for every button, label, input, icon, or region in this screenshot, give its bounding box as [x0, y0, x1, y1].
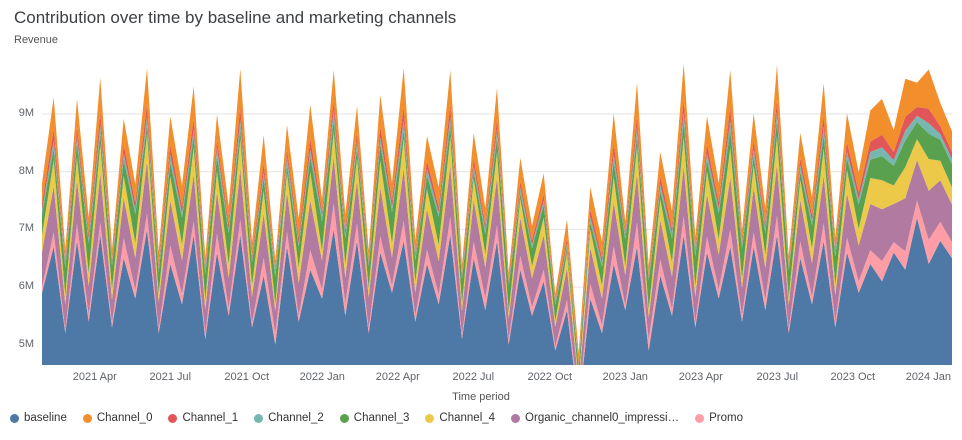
legend-item-Channel_3[interactable]: Channel_3	[339, 412, 410, 424]
x-tick-label: 2023 Apr	[678, 371, 723, 383]
x-axis-title: Time period	[452, 391, 510, 403]
x-tick-label: 2021 Jul	[149, 371, 192, 383]
y-axis-title: Revenue	[14, 34, 59, 46]
legend-item-Channel_4[interactable]: Channel_4	[425, 412, 495, 424]
x-tick-label: 2023 Oct	[830, 371, 876, 383]
y-tick-label-6M: 6M	[18, 280, 34, 293]
x-tick-label: 2023 Jul	[756, 371, 799, 383]
legend-dot-icon	[254, 413, 264, 423]
stacked-area-chart[interactable]	[42, 62, 952, 365]
legend-dot-icon	[339, 413, 349, 423]
legend-dot-icon	[10, 413, 19, 423]
area-Promo	[42, 200, 952, 365]
plot-area	[42, 62, 952, 365]
page-title: Contribution over time by baseline and m…	[14, 8, 457, 27]
area-baseline	[42, 217, 952, 365]
legend-item-Channel_1[interactable]: Channel_1	[168, 412, 238, 424]
legend-dot-icon	[695, 413, 705, 423]
x-tick-label: 2021 Oct	[224, 371, 270, 383]
legend-label: Promo	[709, 412, 743, 424]
legend-item-Organic_channel0_impressi…[interactable]: Organic_channel0_impressi…	[511, 412, 679, 424]
legend-label: Channel_2	[268, 412, 324, 424]
legend: baseline Channel_0 Channel_1 Channel_2 Chann…	[10, 412, 743, 424]
y-tick-label-7M: 7M	[18, 222, 34, 235]
x-tick-label: 2022 Oct	[527, 371, 573, 383]
legend-item-Channel_0[interactable]: Channel_0	[82, 412, 153, 424]
legend-label: baseline	[24, 412, 67, 424]
legend-item-Promo[interactable]: Promo	[695, 412, 743, 424]
legend-label: Channel_3	[353, 412, 410, 424]
legend-label: Channel_1	[182, 412, 239, 424]
x-tick-label: 2022 Jul	[452, 371, 495, 383]
legend-dot-icon	[511, 413, 521, 423]
area-Channel_3	[42, 119, 952, 365]
legend-label: Channel_0	[96, 412, 153, 424]
area-Organic_channel0_impressi…	[42, 157, 952, 365]
x-tick-label: 2021 Apr	[72, 371, 117, 383]
legend-dot-icon	[168, 413, 178, 423]
legend-label: Channel_4	[439, 412, 496, 424]
area-Channel_0	[42, 63, 952, 362]
y-tick-label-8M: 8M	[18, 164, 34, 177]
legend-dot-icon	[425, 413, 435, 423]
legend-label: Organic_channel0_impressi…	[525, 412, 680, 424]
x-tick-label: 2024 Jan	[905, 371, 951, 383]
x-tick-label: 2023 Jan	[602, 371, 648, 383]
x-tick-label: 2022 Apr	[375, 371, 420, 383]
y-tick-label-9M: 9M	[18, 106, 34, 119]
legend-item-baseline[interactable]: baseline	[10, 412, 67, 424]
legend-dot-icon	[82, 413, 92, 423]
legend-item-Channel_2[interactable]: Channel_2	[254, 412, 324, 424]
x-tick-label: 2022 Jan	[299, 371, 345, 383]
y-tick-label-5M: 5M	[18, 337, 34, 350]
